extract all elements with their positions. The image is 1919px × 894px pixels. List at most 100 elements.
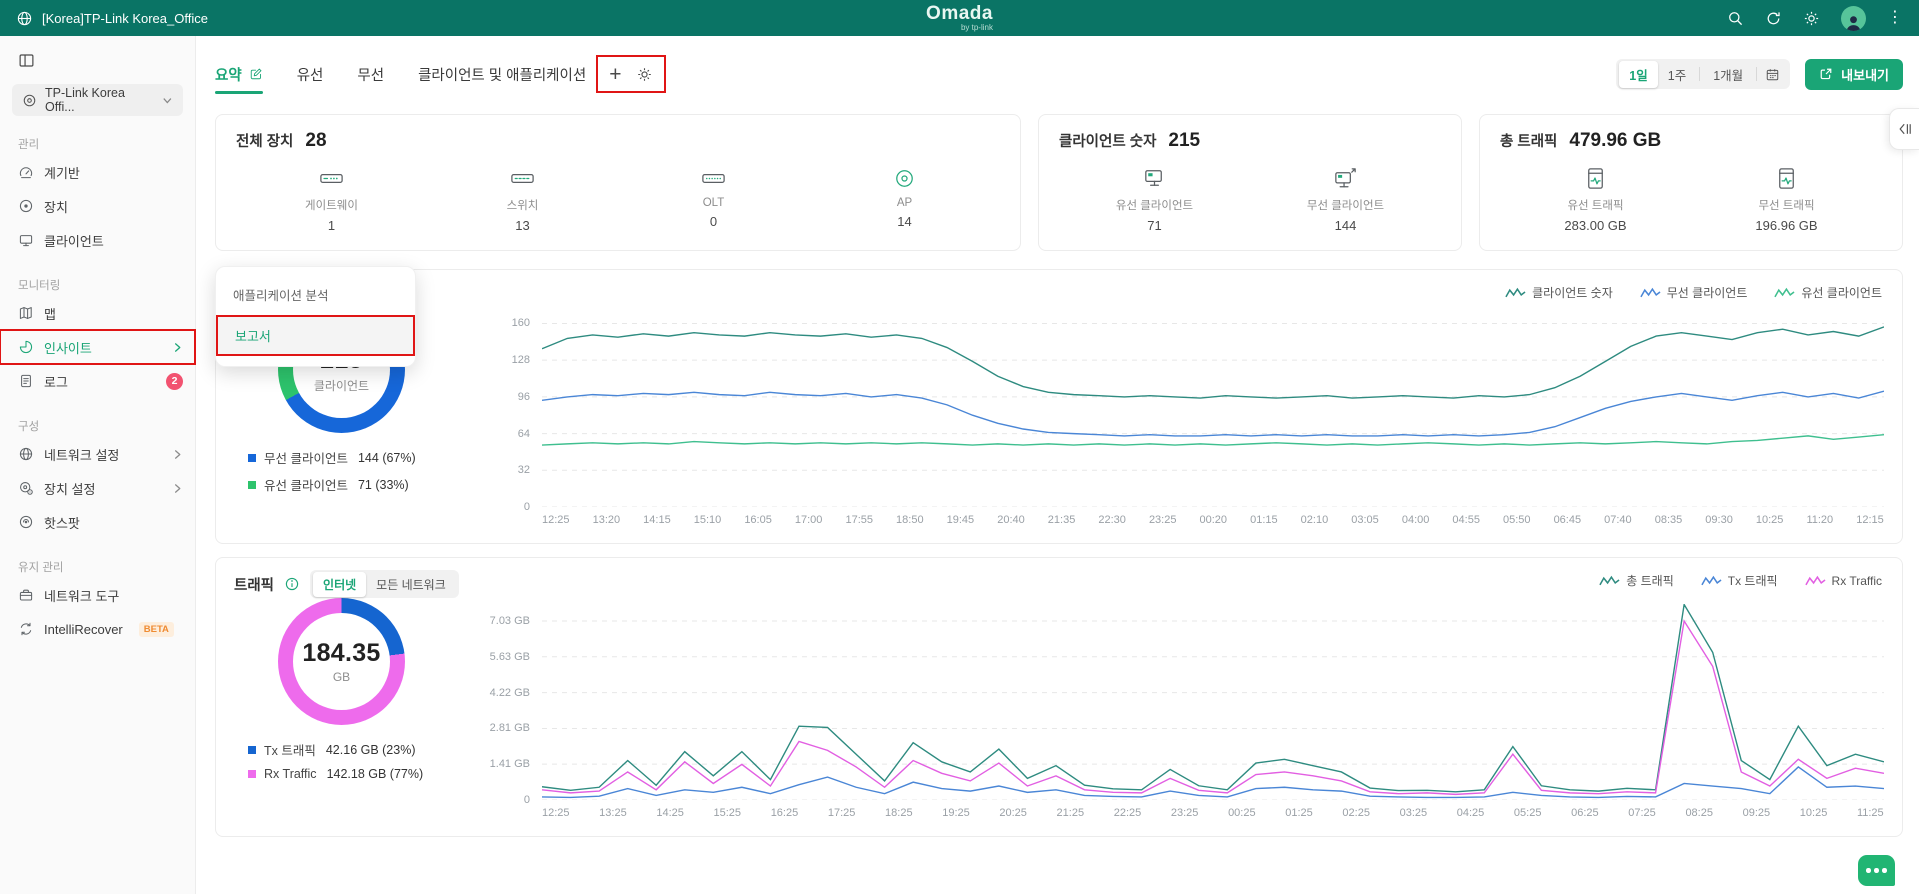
legend-label: 클라이언트 숫자 [1532, 286, 1613, 300]
user-avatar[interactable] [1841, 5, 1866, 31]
edit-icon[interactable] [249, 67, 263, 81]
sidebar-item-label: 맵 [44, 306, 56, 322]
chat-dots-icon [1866, 868, 1871, 873]
x-tick-label: 08:35 [1654, 514, 1683, 526]
export-button[interactable]: 내보내기 [1805, 58, 1903, 90]
sidebar-item-logs[interactable]: 로그 2 [0, 364, 195, 398]
donut-legend-label: Tx 트래픽 [264, 744, 316, 758]
legend-color-square [248, 770, 256, 778]
card-items: 게이트웨이 1 스위치 13 OLT 0 AP 14 [236, 165, 1000, 233]
sidebar-item-label: 로그 [44, 374, 68, 390]
chart-legend-item[interactable]: 무선 클라이언트 [1640, 284, 1747, 301]
chart-legend-item[interactable]: Tx 트래픽 [1701, 572, 1778, 589]
x-tick-label: 15:25 [713, 807, 742, 819]
sidebar-item-map[interactable]: 맵 [0, 296, 195, 330]
logo-subtext: by tp-link [960, 23, 993, 32]
sidebar-item-label: 핫스팟 [44, 515, 80, 531]
sidebar-menu: 관리 계기반 장치 클라이언트 모니터링 맵 인사이트 로그 2 구성 네트워크 설정 장치 설정 핫스… [0, 136, 196, 646]
donut-legend-row: Rx Traffic 142.18 GB (77%) [248, 767, 483, 781]
hotspot-icon [18, 514, 34, 530]
card-items: 유선 트래픽 283.00 GB 무선 트래픽 196.96 GB [1500, 165, 1882, 233]
x-tick-label: 22:25 [1113, 807, 1142, 819]
tab-1[interactable]: 유선 [297, 54, 324, 94]
card-item: 무선 클라이언트 144 [1250, 165, 1441, 233]
x-tick-label: 01:25 [1285, 807, 1313, 819]
sidebar-item-network-settings[interactable]: 네트워크 설정 [0, 437, 195, 471]
x-tick-label: 04:00 [1401, 514, 1430, 526]
tab-3[interactable]: 클라이언트 및 애플리케이션 [418, 54, 586, 94]
card-item-value: 71 [1147, 218, 1162, 233]
x-tick-label: 01:15 [1250, 514, 1278, 526]
menu-item-application-analysis[interactable]: 애플리케이션 분석 [233, 289, 329, 303]
sidebar-item-insight[interactable]: 인사이트 [0, 329, 196, 365]
time-range-1d[interactable]: 1일 [1619, 60, 1658, 88]
sidebar-item-label: 장치 설정 [44, 481, 96, 497]
sidebar-item-intellirecover[interactable]: IntelliRecover BETA [0, 612, 195, 646]
sidebar-collapse-icon[interactable] [18, 52, 35, 68]
traffic-donut-block: 184.35 GB Tx 트래픽 42.16 GB (23%) Rx Traffic… [248, 598, 483, 781]
line-series-icon [1701, 575, 1722, 585]
beta-badge: BETA [138, 621, 174, 637]
sidebar-item-dashboard[interactable]: 계기반 [0, 155, 195, 189]
y-tick-label: 4.22 GB [489, 686, 530, 699]
traffic-donut-legend: Tx 트래픽 42.16 GB (23%) Rx Traffic 142.18 GB … [248, 740, 483, 781]
traffic-total-label: GB [332, 670, 351, 684]
x-axis-labels: 12:25 13:20 14:15 15:10 16:05 17:00 17:55 18:50… [542, 507, 1884, 531]
sidebar-item-network-tools[interactable]: 네트워크 도구 [0, 578, 195, 612]
clients-icon [18, 232, 34, 248]
card-item: 무선 트래픽 196.96 GB [1691, 165, 1882, 233]
x-tick-label: 00:25 [1228, 807, 1256, 819]
y-tick-label: 1.41 GB [489, 758, 530, 771]
x-tick-label: 02:25 [1342, 807, 1370, 819]
device-settings-icon [18, 480, 34, 496]
menu-item-report[interactable]: 보고서 [216, 315, 415, 356]
sidebar-section-title: 모니터링 [18, 280, 61, 292]
scope-all-networks[interactable]: 모든 네트워크 [376, 577, 446, 592]
sidebar-item-device-settings[interactable]: 장치 설정 [0, 471, 195, 505]
chart-legend-item[interactable]: 클라이언트 숫자 [1505, 284, 1613, 301]
time-range-1w[interactable]: 1주 [1667, 68, 1687, 83]
sidebar-item-devices[interactable]: 장치 [0, 189, 195, 223]
card-item-value: 0 [709, 214, 718, 229]
tab-2[interactable]: 무선 [357, 54, 384, 94]
x-tick-label: 16:05 [744, 514, 772, 526]
x-tick-label: 09:25 [1742, 807, 1771, 819]
report-tabs-row: 요약 유선 무선 클라이언트 및 애플리케이션 + 1일 1주 1개월 [215, 54, 1903, 94]
wireless-client-icon [1332, 165, 1359, 192]
top-bar: [Korea]TP-Link Korea_Office Omada by tp-… [0, 0, 1919, 36]
chart-legend-item[interactable]: 유선 클라이언트 [1774, 284, 1882, 301]
info-icon[interactable] [284, 576, 300, 592]
add-tab-icon[interactable]: + [609, 62, 622, 86]
site-selector[interactable]: TP-Link Korea Offi... [12, 84, 183, 116]
x-tick-label: 12:25 [542, 514, 570, 526]
calendar-icon[interactable] [1765, 67, 1780, 82]
traffic-title: 트래픽 [234, 577, 275, 594]
traffic-scope-toggle: 인터넷 모든 네트워크 [310, 570, 459, 598]
line-series-icon [1505, 287, 1526, 297]
tab-settings-gear-icon[interactable] [636, 66, 653, 83]
clients-donut-legend: 무선 클라이언트 144 (67%) 유선 클라이언트 71 (33%) [248, 448, 483, 494]
brightness-icon[interactable] [1803, 10, 1820, 27]
chat-bubble-button[interactable] [1858, 855, 1895, 886]
time-range-1m[interactable]: 1개월 [1713, 68, 1744, 83]
x-tick-label: 07:40 [1604, 514, 1632, 526]
sidebar-item-hotspot[interactable]: 핫스팟 [0, 505, 195, 539]
line-series-icon [1774, 287, 1795, 297]
scope-internet[interactable]: 인터넷 [313, 571, 367, 597]
tab-label: 유선 [296, 67, 324, 84]
search-icon[interactable] [1727, 10, 1744, 27]
traffic-overview-panel: 트래픽 인터넷 모든 네트워크 총 트래픽 Tx 트래픽 Rx Traffic 18… [215, 557, 1903, 837]
chevron-right-icon [172, 449, 183, 460]
refresh-icon[interactable] [1765, 10, 1782, 27]
site-selector-label: TP-Link Korea Offi... [45, 86, 125, 114]
legend-label: Rx Traffic [1831, 573, 1882, 588]
x-tick-label: 03:05 [1351, 514, 1379, 526]
chart-legend-item[interactable]: Rx Traffic [1804, 573, 1882, 588]
logo-text: Omada [926, 3, 993, 24]
chart-legend-item[interactable]: 총 트래픽 [1599, 572, 1674, 589]
sidebar-item-clients[interactable]: 클라이언트 [0, 223, 195, 257]
more-menu-icon[interactable]: ⋮ [1887, 9, 1903, 26]
side-panel-collapse-tab[interactable] [1889, 108, 1919, 150]
tab-0[interactable]: 요약 [215, 54, 263, 94]
x-tick-label: 17:00 [794, 514, 823, 526]
